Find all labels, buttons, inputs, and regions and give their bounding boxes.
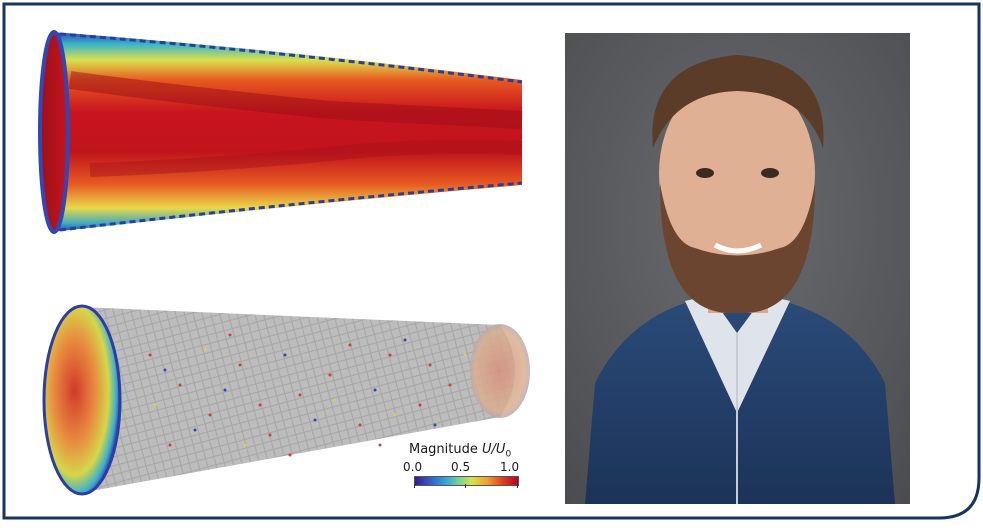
tube-inlet (42, 304, 122, 496)
portrait-photo (565, 33, 910, 504)
colorbar-tick-min: 0.0 (403, 460, 423, 474)
colorbar-tick-mid: 0.5 (451, 460, 471, 474)
beard (660, 183, 815, 314)
colorbar-gradient (414, 476, 519, 486)
colorbar-tick-max: 1.0 (500, 460, 520, 474)
cfd-particle-tube (30, 295, 540, 505)
cfd-velocity-contour (30, 20, 530, 242)
colorbar-tickmark (414, 484, 415, 488)
tube-outlet (470, 324, 530, 418)
jet-inlet-face (38, 30, 70, 234)
colorbar-tickmark (517, 484, 518, 488)
particles (148, 333, 452, 457)
colorbar-title: Magnitude U/U0 (409, 442, 512, 460)
colorbar: Magnitude U/U0 0.0 0.5 1.0 (403, 442, 528, 498)
hair (652, 55, 824, 148)
face (659, 73, 815, 273)
jet-body (52, 32, 522, 232)
colorbar-tickmark (465, 484, 466, 488)
tube-wall (80, 307, 515, 493)
